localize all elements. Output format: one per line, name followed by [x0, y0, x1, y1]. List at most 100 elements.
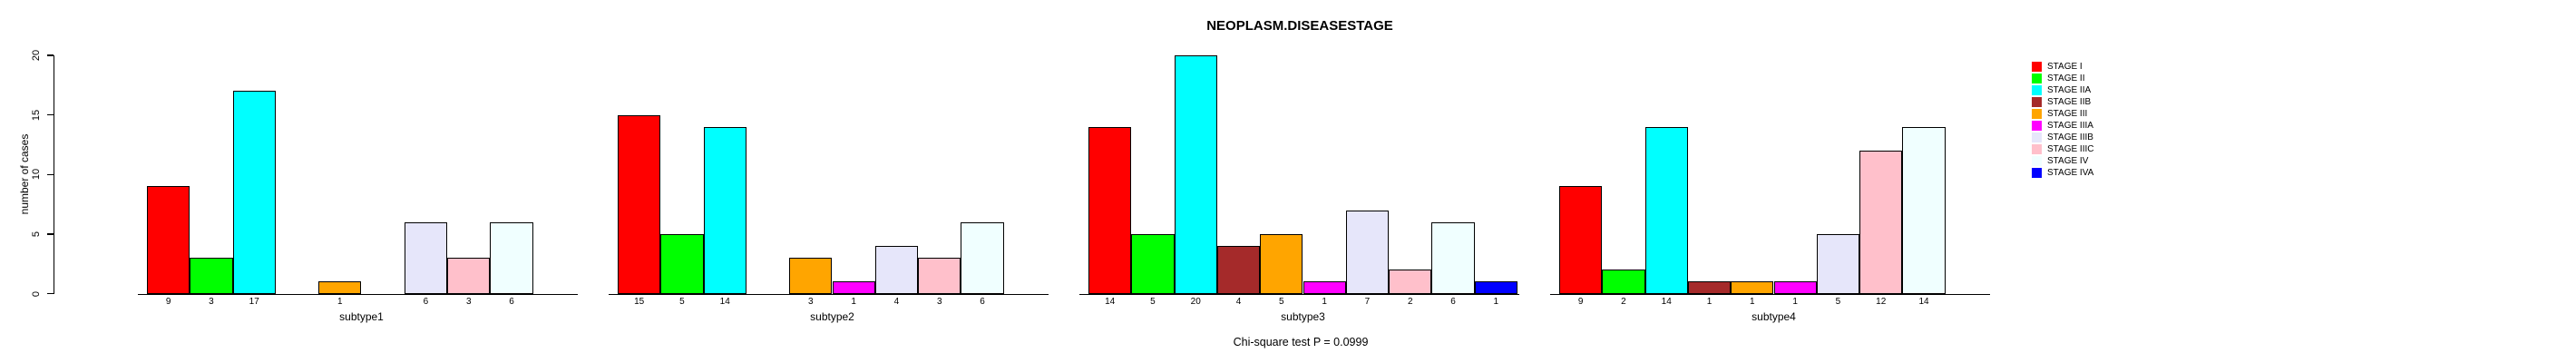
chart-title: NEOPLASM.DISEASESTAGE	[1206, 18, 1393, 34]
legend-swatch-stage-iiic	[2032, 144, 2042, 154]
bar-value-label: 3	[808, 296, 814, 307]
bar-value-label: 14	[1105, 296, 1116, 307]
bar-value-label: 14	[1661, 296, 1672, 307]
legend-label-stage-i: STAGE I	[2047, 62, 2083, 72]
bar-stage-iv-subtype2	[961, 221, 1004, 295]
bar-stage-iia-subtype3	[1174, 55, 1217, 295]
bar-stage-iia-subtype4	[1644, 126, 1688, 295]
panel-xlabel-subtype2: subtype2	[810, 310, 854, 323]
legend-swatch-stage-iva	[2032, 168, 2042, 178]
bar-stage-iiia-subtype3	[1303, 281, 1346, 295]
panel-xlabel-subtype1: subtype1	[339, 310, 384, 323]
bar-value-label: 3	[209, 296, 214, 307]
bar-stage-iiic-subtype4	[1859, 151, 1903, 295]
legend-label-stage-ii: STAGE II	[2047, 74, 2085, 83]
bar-stage-ii-subtype1	[190, 258, 233, 295]
bar-stage-iv-subtype3	[1431, 221, 1475, 295]
y-tick-label: 0	[31, 290, 42, 297]
bar-stage-iiia-subtype4	[1773, 281, 1817, 295]
bar-stage-iiib-subtype2	[874, 246, 919, 295]
bar-stage-iia-subtype2	[703, 126, 746, 295]
bar-value-label: 1	[1322, 296, 1327, 307]
bar-value-label: 1	[337, 296, 343, 307]
bar-value-label: 6	[1450, 296, 1456, 307]
bar-value-label: 3	[465, 296, 472, 307]
legend-label-stage-iia: STAGE IIA	[2047, 85, 2092, 95]
bar-stage-iva-subtype3	[1474, 281, 1517, 295]
bar-value-label: 4	[893, 296, 900, 307]
bar-value-label: 3	[936, 296, 942, 307]
bar-value-label: 15	[634, 296, 645, 307]
bar-value-label: 4	[1235, 296, 1242, 307]
y-tick-label: 10	[31, 169, 42, 181]
legend-label-stage-iva: STAGE IVA	[2047, 168, 2094, 178]
bar-value-label: 6	[980, 296, 985, 307]
legend-swatch-stage-iiib	[2032, 132, 2042, 142]
y-tick	[46, 292, 54, 295]
legend-label-stage-iv: STAGE IV	[2047, 156, 2089, 166]
bar-value-label: 14	[719, 296, 730, 307]
legend-swatch-stage-iib	[2032, 97, 2042, 107]
bar-stage-iib-subtype4	[1687, 281, 1732, 295]
bar-value-label: 2	[1407, 296, 1413, 307]
y-tick-label: 15	[31, 109, 42, 121]
legend-swatch-stage-iiia	[2032, 121, 2042, 131]
bar-value-label: 5	[1835, 296, 1841, 307]
bar-value-label: 1	[851, 296, 856, 307]
bar-value-label: 6	[423, 296, 429, 307]
legend-label-stage-iiic: STAGE IIIC	[2047, 144, 2094, 154]
y-tick	[46, 113, 54, 116]
bar-stage-iiic-subtype3	[1389, 270, 1432, 295]
legend-label-stage-iiia: STAGE IIIA	[2047, 121, 2093, 131]
bar-stage-iib-subtype3	[1216, 246, 1261, 295]
bar-stage-iiic-subtype1	[447, 258, 491, 295]
bar-value-label: 1	[1706, 296, 1712, 307]
bar-value-label: 5	[1279, 296, 1284, 307]
y-axis-line	[53, 55, 54, 295]
legend-swatch-stage-iia	[2032, 85, 2042, 95]
chi-square-annotation: Chi-square test P = 0.0999	[1233, 336, 1369, 348]
bar-stage-iiib-subtype4	[1816, 233, 1860, 295]
legend-swatch-stage-i	[2032, 62, 2042, 72]
legend-swatch-stage-iv	[2032, 156, 2042, 166]
bar-stage-i-subtype4	[1559, 186, 1603, 295]
y-tick	[46, 233, 54, 235]
bar-value-label: 5	[679, 296, 685, 307]
legend-swatch-stage-iii	[2032, 109, 2042, 119]
bar-stage-iiib-subtype3	[1345, 210, 1390, 295]
bar-stage-i-subtype3	[1088, 126, 1132, 295]
bar-stage-iii-subtype3	[1260, 233, 1303, 295]
bar-stage-iii-subtype1	[318, 281, 362, 295]
bar-value-label: 1	[1750, 296, 1755, 307]
bar-value-label: 20	[1190, 296, 1201, 307]
y-tick	[46, 54, 54, 56]
bar-stage-iia-subtype1	[232, 91, 276, 295]
bar-stage-i-subtype2	[618, 114, 661, 295]
legend-label-stage-iib: STAGE IIB	[2047, 97, 2092, 107]
legend-label-stage-iii: STAGE III	[2047, 109, 2088, 119]
bar-value-label: 6	[509, 296, 514, 307]
panel-xlabel-subtype4: subtype4	[1751, 310, 1796, 323]
bar-stage-iiib-subtype1	[404, 221, 448, 295]
bar-stage-i-subtype1	[147, 186, 190, 295]
bar-stage-iii-subtype2	[789, 258, 833, 295]
y-axis-title: number of cases	[18, 133, 31, 215]
legend-swatch-stage-ii	[2032, 74, 2042, 83]
bar-value-label: 9	[1577, 296, 1584, 307]
bar-value-label: 17	[249, 296, 259, 307]
bar-stage-ii-subtype4	[1602, 270, 1645, 295]
bar-stage-iiia-subtype2	[832, 281, 875, 295]
bar-value-label: 1	[1792, 296, 1798, 307]
bar-stage-ii-subtype2	[660, 233, 704, 295]
bar-stage-iv-subtype4	[1902, 126, 1946, 295]
y-tick-label: 5	[31, 231, 42, 237]
bar-value-label: 2	[1621, 296, 1626, 307]
bar-stage-iv-subtype1	[490, 221, 533, 295]
bar-value-label: 5	[1150, 296, 1156, 307]
bar-stage-iiic-subtype2	[918, 258, 961, 295]
bar-value-label: 7	[1364, 296, 1371, 307]
y-tick	[46, 173, 54, 176]
bar-value-label: 1	[1493, 296, 1499, 307]
bar-stage-iii-subtype4	[1731, 281, 1774, 295]
